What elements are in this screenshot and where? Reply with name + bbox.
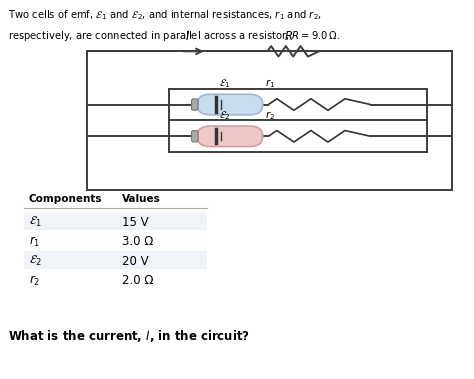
FancyBboxPatch shape — [197, 94, 263, 115]
FancyBboxPatch shape — [24, 213, 207, 230]
Text: 15 V: 15 V — [122, 216, 149, 229]
Text: What is the current, $I$, in the circuit?: What is the current, $I$, in the circuit… — [9, 329, 250, 345]
Text: $r_1$: $r_1$ — [28, 235, 40, 249]
Text: Components: Components — [28, 194, 102, 204]
Text: 2.0 Ω: 2.0 Ω — [122, 274, 154, 287]
Text: $r_2$: $r_2$ — [28, 274, 40, 288]
Text: $\mathcal{E}_1$: $\mathcal{E}_1$ — [219, 77, 231, 90]
Text: $\mathcal{E}_2$: $\mathcal{E}_2$ — [28, 254, 42, 268]
FancyBboxPatch shape — [24, 252, 207, 269]
FancyBboxPatch shape — [197, 126, 263, 147]
Text: respectively, are connected in parallel across a resistor, $R = 9.0\,\Omega$.: respectively, are connected in parallel … — [9, 29, 341, 43]
Text: $r_1$: $r_1$ — [264, 77, 275, 90]
Text: $\mathcal{E}_1$: $\mathcal{E}_1$ — [28, 215, 42, 229]
FancyBboxPatch shape — [191, 99, 198, 110]
FancyBboxPatch shape — [191, 131, 198, 142]
Text: 3.0 Ω: 3.0 Ω — [122, 235, 154, 248]
Text: 20 V: 20 V — [122, 255, 149, 268]
Text: $I$: $I$ — [185, 30, 191, 43]
Text: Values: Values — [122, 194, 161, 204]
Text: $\mathcal{E}_2$: $\mathcal{E}_2$ — [219, 109, 231, 122]
Text: $R$: $R$ — [284, 30, 293, 43]
Text: $r_2$: $r_2$ — [265, 109, 275, 122]
Text: Two cells of emf, $\mathcal{E}_1$ and $\mathcal{E}_2$, and internal resistances,: Two cells of emf, $\mathcal{E}_1$ and $\… — [9, 8, 322, 22]
